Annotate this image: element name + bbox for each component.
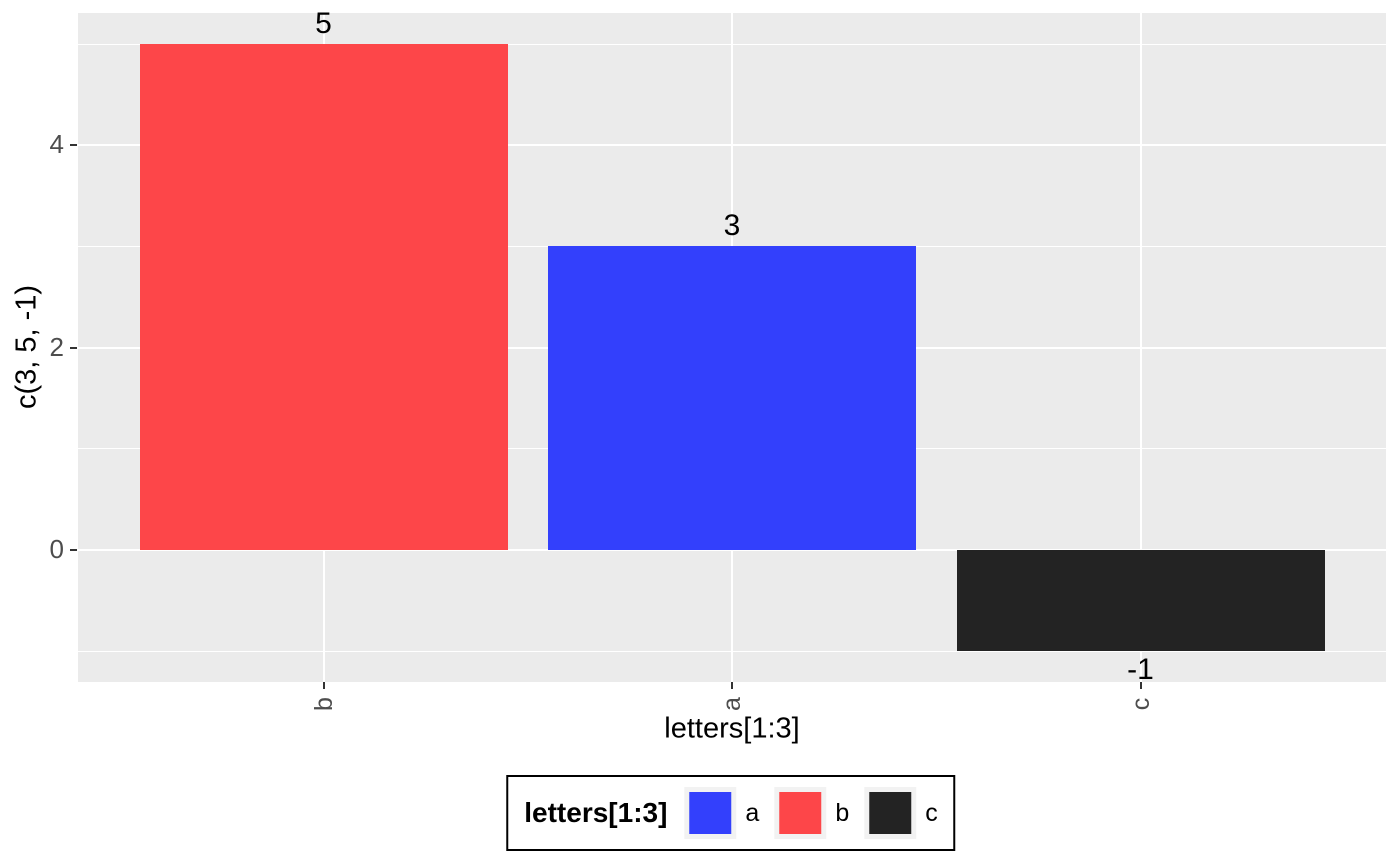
legend-swatch-c [869,792,912,834]
y-tick-label: 0 [49,533,64,564]
bar-value-label: 5 [315,7,332,41]
bar-c [956,550,1325,652]
y-axis-title: c(3, 5, -1) [10,284,43,410]
legend-entry: b [774,787,849,839]
plot-panel: 5 3 -1 [78,7,1386,686]
legend-swatch-a [689,792,732,834]
legend-key [774,787,827,839]
bar-b [139,44,508,550]
category-gridline [1139,13,1142,682]
legend-swatch-b [779,792,822,834]
bar-a [548,246,916,550]
bar-value-label: -1 [1127,653,1154,687]
legend-entry-label: c [925,798,938,827]
legend-title: letters[1:3] [524,797,668,828]
x-tick-label: b [309,697,337,711]
legend-box: letters[1:3] a b c [506,775,956,851]
legend-entry-label: a [745,798,760,827]
y-tick-mark [70,549,77,551]
bar-value-label: 3 [723,209,741,243]
x-axis-title: letters[1:3] [664,712,800,745]
x-tick-label: c [1126,697,1154,711]
legend-key [864,787,917,839]
legend-entry: a [684,787,759,839]
y-tick-label: 2 [49,331,64,362]
x-tick-mark [731,682,733,689]
y-tick-label: 4 [49,129,64,160]
x-tick-mark [1139,682,1142,689]
legend-key [684,787,737,839]
legend-entry-label: b [835,798,850,827]
y-tick-mark [70,144,77,147]
x-tick-mark [322,682,325,689]
legend-entry: c [864,787,938,839]
y-tick-mark [70,346,77,349]
